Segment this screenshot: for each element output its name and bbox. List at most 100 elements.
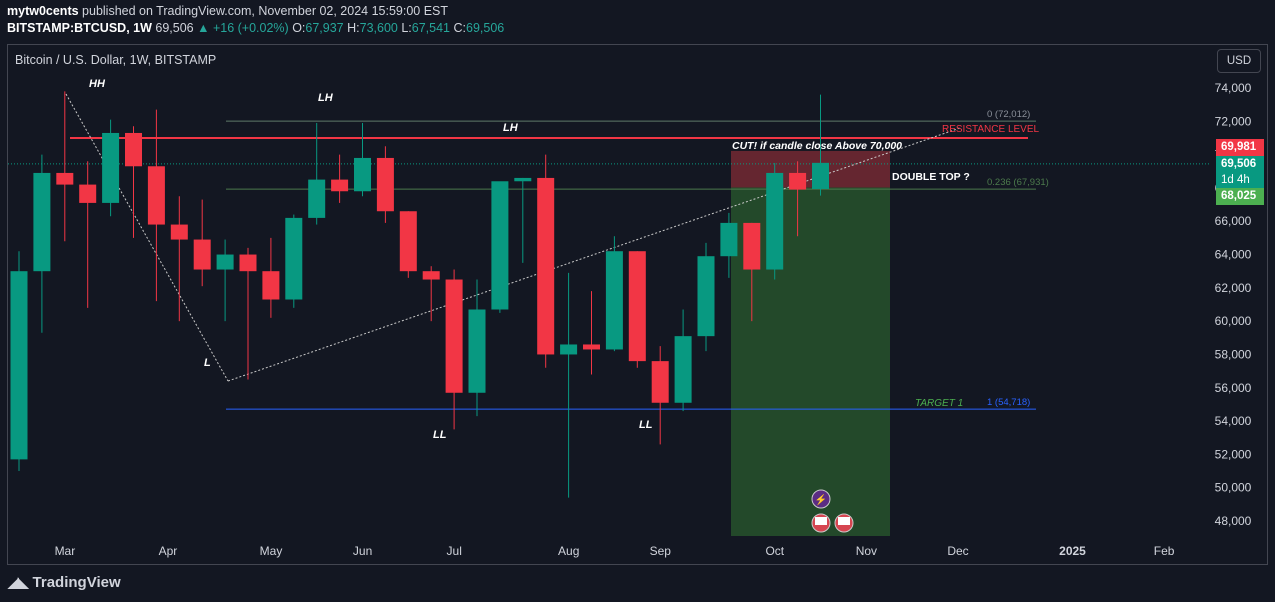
- lightning-glyph-icon: ⚡: [815, 493, 827, 506]
- candle-body: [170, 224, 188, 240]
- x-tick-label: 2025: [1059, 544, 1086, 558]
- trend-line-up: [227, 127, 961, 382]
- entry-price-tag: 68,025: [1216, 188, 1264, 205]
- chart-frame: [7, 44, 1268, 565]
- y-tick-label: 64,000: [1215, 248, 1252, 262]
- currency-button[interactable]: USD: [1217, 49, 1261, 73]
- candle-body: [605, 251, 623, 350]
- open-label: O:: [292, 21, 306, 35]
- annotation-lh: LH: [503, 122, 519, 134]
- x-tick-label: Nov: [856, 544, 877, 558]
- candle-body: [56, 172, 74, 185]
- candle-body: [743, 222, 761, 270]
- candle-body: [10, 271, 28, 460]
- y-tick-label: 50,000: [1215, 481, 1252, 495]
- candle-body: [468, 309, 486, 393]
- candle-body: [331, 179, 349, 192]
- low-label: L:: [401, 21, 412, 35]
- candle-body: [720, 222, 738, 257]
- tradingview-brand[interactable]: ◢◣ TradingView: [8, 574, 121, 591]
- annotation-resistance: RESISTANCE LEVEL: [942, 124, 1040, 135]
- x-tick-label: Jul: [447, 544, 462, 558]
- candle-body: [102, 132, 120, 203]
- low-value: 67,541: [411, 21, 451, 35]
- annotation-l: L: [204, 357, 211, 369]
- candle-body: [812, 162, 829, 189]
- candle-body: [125, 132, 142, 167]
- candle-body: [308, 179, 326, 218]
- x-tick-label: Sep: [650, 544, 672, 558]
- annotation-target: TARGET 1: [915, 398, 963, 409]
- candle-body: [399, 211, 417, 272]
- ohlc-line: BITSTAMP:BTCUSD, 1W 69,506 ▲ +16 (+0.02%…: [7, 21, 504, 35]
- loss-zone: [731, 150, 890, 188]
- tradingview-logo-icon: ◢◣: [8, 574, 29, 590]
- candle-body: [79, 184, 97, 203]
- annotation-ll: LL: [639, 419, 653, 431]
- brand-label: TradingView: [32, 574, 121, 591]
- candle-body: [33, 172, 51, 272]
- y-tick-label: 48,000: [1215, 514, 1252, 528]
- candle-body: [514, 177, 532, 182]
- candle-body: [445, 279, 463, 393]
- fib-0-label: 0 (72,012): [987, 109, 1030, 120]
- candle-body: [766, 172, 784, 270]
- annotation-ll: LL: [433, 429, 447, 441]
- up-triangle-icon: ▲: [197, 21, 210, 35]
- y-tick-label: 60,000: [1215, 314, 1252, 328]
- candle-body: [376, 157, 394, 212]
- last-price-tag: 69,506: [1216, 156, 1264, 173]
- candle-body: [422, 271, 440, 280]
- candle-body: [628, 251, 646, 362]
- annotation-lh: LH: [318, 92, 334, 104]
- change-value: +16 (+0.02%): [212, 21, 289, 35]
- x-tick-label: May: [260, 544, 283, 558]
- y-tick-label: 58,000: [1215, 347, 1252, 361]
- candle-body: [216, 254, 234, 270]
- candle-body: [262, 271, 280, 300]
- y-tick-label: 62,000: [1215, 281, 1252, 295]
- candle-body: [789, 172, 807, 190]
- symbol-label: BITSTAMP:BTCUSD, 1W: [7, 21, 152, 35]
- close-label: C:: [453, 21, 467, 35]
- y-tick-label: 56,000: [1215, 381, 1252, 395]
- x-tick-label: Dec: [947, 544, 968, 558]
- open-value: 67,937: [305, 21, 344, 35]
- candle-body: [147, 166, 165, 225]
- candle-body: [537, 177, 555, 355]
- candle-body: [193, 239, 211, 270]
- annotation-double-top: DOUBLE TOP ?: [892, 171, 970, 183]
- candle-body: [491, 181, 509, 310]
- x-tick-label: Feb: [1154, 544, 1175, 558]
- candle-body: [583, 344, 600, 350]
- fib-1-label: 1 (54,718): [987, 397, 1030, 408]
- x-tick-label: Oct: [765, 544, 784, 558]
- x-tick-label: Aug: [558, 544, 579, 558]
- stop-price-tag: 69,981: [1216, 139, 1264, 156]
- y-tick-label: 72,000: [1215, 114, 1252, 128]
- close-value: 69,506: [466, 21, 505, 35]
- y-tick-label: 52,000: [1215, 447, 1252, 461]
- candle-body: [239, 254, 257, 272]
- candle-body: [697, 256, 715, 337]
- high-value: 73,600: [359, 21, 398, 35]
- last-price: 69,506: [155, 21, 194, 35]
- candle-body: [560, 344, 578, 355]
- x-tick-label: Jun: [353, 544, 372, 558]
- fib-0236-label: 0.236 (67,931): [987, 177, 1049, 188]
- annotation-hh: HH: [89, 78, 106, 90]
- y-tick-label: 66,000: [1215, 214, 1252, 228]
- annotation-cut-note: CUT! if candle close Above 70,000: [732, 140, 902, 152]
- x-tick-label: Apr: [159, 544, 178, 558]
- us-flag-inner-icon: [838, 517, 850, 525]
- author-name[interactable]: mytw0cents: [7, 4, 79, 18]
- candle-body: [674, 336, 692, 403]
- countdown-tag: 1d 4h: [1216, 172, 1264, 189]
- chart-legend: Bitcoin / U.S. Dollar, 1W, BITSTAMP: [15, 53, 217, 67]
- candle-body: [354, 157, 371, 192]
- trend-line-down: [65, 93, 229, 382]
- lightning-event-icon[interactable]: [811, 489, 831, 509]
- publish-line: mytw0cents published on TradingView.com,…: [7, 4, 448, 18]
- x-tick-label: Mar: [55, 544, 76, 558]
